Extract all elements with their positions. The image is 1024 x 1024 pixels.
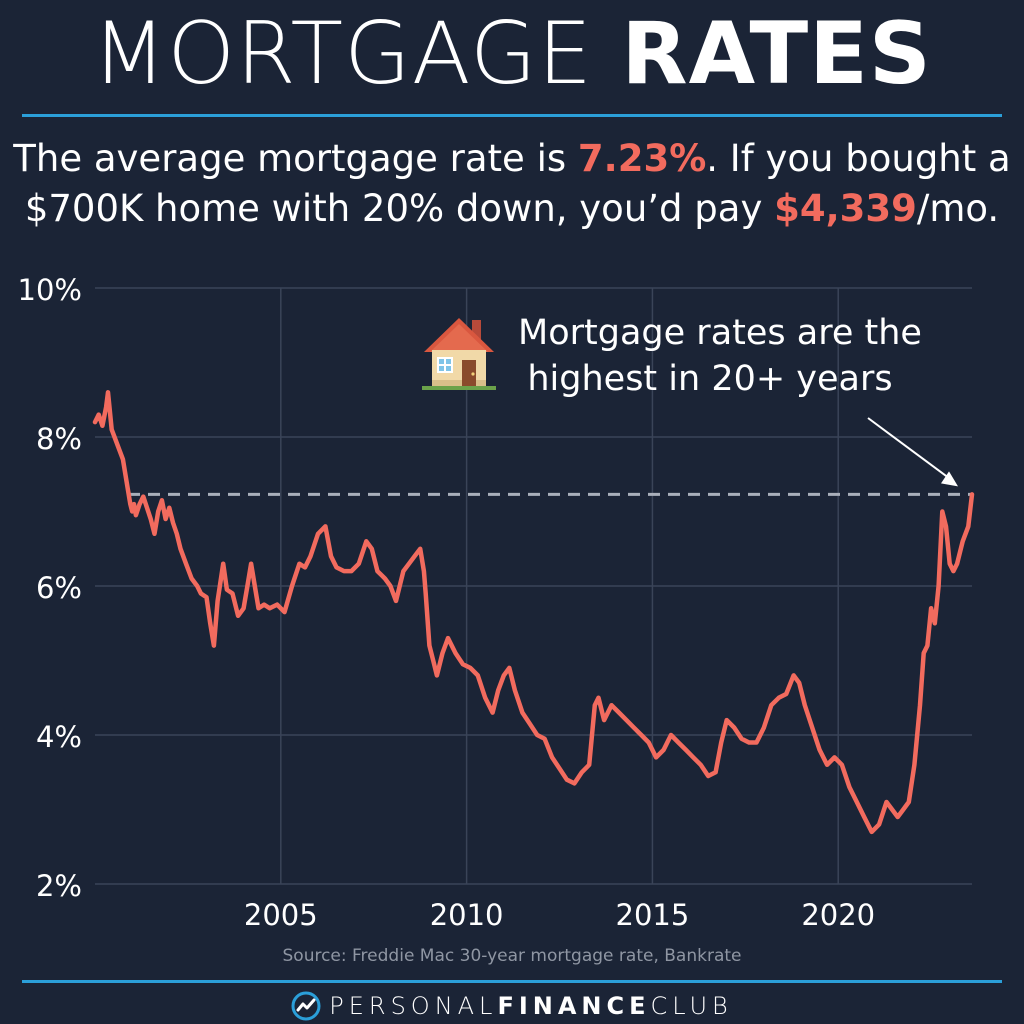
annotation-arrow-head: [941, 471, 958, 487]
annotation-line-1: Mortgage rates are the: [518, 313, 922, 353]
subtitle-text-2a: $700K home with 20% down, you’d pay: [24, 187, 775, 230]
brand-word-personal: PERSONAL: [329, 992, 498, 1020]
x-tick-label: 2020: [801, 898, 875, 932]
subtitle-line-2: $700K home with 20% down, you’d pay $4,3…: [0, 184, 1024, 234]
annotation-callout: Mortgage rates are the highest in 20+ ye…: [420, 310, 940, 402]
subtitle-text-1a: The average mortgage rate is: [13, 137, 578, 180]
source-note: Source: Freddie Mac 30-year mortgage rat…: [282, 946, 742, 966]
title-part-bold: RATES: [621, 4, 932, 104]
x-tick-label: 2005: [244, 898, 318, 932]
bottom-divider: [22, 980, 1002, 983]
y-tick-label: 10%: [18, 273, 82, 307]
top-divider: [22, 114, 1002, 117]
brand-word-club: CLUB: [650, 992, 733, 1020]
page-title: MORTGAGE RATES: [0, 2, 1024, 106]
house-icon: [422, 318, 496, 390]
x-tick-label: 2010: [430, 898, 504, 932]
subtitle-line-1: The average mortgage rate is 7.23%. If y…: [0, 134, 1024, 184]
subtitle-text-1b: . If you bought a: [706, 137, 1011, 180]
subtitle: The average mortgage rate is 7.23%. If y…: [0, 134, 1024, 234]
x-tick-label: 2015: [616, 898, 690, 932]
brand-logo-icon: [291, 991, 321, 1021]
title-part-light: MORTGAGE: [92, 4, 594, 104]
y-tick-label: 4%: [36, 720, 82, 754]
footer-brand: PERSONAL FINANCE CLUB: [0, 988, 1024, 1024]
brand-word-finance: FINANCE: [497, 992, 651, 1020]
subtitle-text-2b: /mo.: [916, 187, 1000, 230]
monthly-payment-value: $4,339: [774, 187, 917, 230]
average-rate-value: 7.23%: [577, 137, 707, 180]
annotation-arrow-shaft: [867, 417, 953, 482]
annotation-line-2: highest in 20+ years: [527, 359, 893, 399]
y-tick-label: 2%: [36, 869, 82, 903]
y-tick-label: 6%: [36, 571, 82, 605]
rate-series-line: [92, 390, 975, 835]
y-tick-label: 8%: [36, 422, 82, 456]
